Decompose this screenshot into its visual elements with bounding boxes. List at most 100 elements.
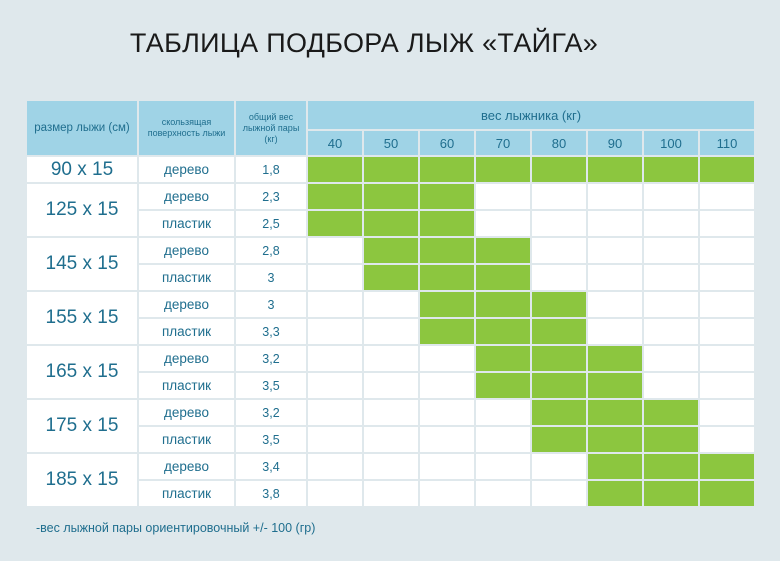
footnote: -вес лыжной пары ориентировочный +/- 100…	[36, 521, 316, 535]
empty-cell	[420, 427, 474, 452]
surface-cell: дерево	[139, 454, 234, 479]
empty-cell	[476, 400, 530, 425]
empty-cell	[700, 265, 754, 290]
surface-cell: пластик	[139, 319, 234, 344]
empty-cell	[644, 265, 698, 290]
surface-cell: пластик	[139, 481, 234, 506]
weight-header-90: 90	[588, 131, 642, 155]
empty-cell	[364, 427, 418, 452]
pair-weight-cell: 3,8	[236, 481, 306, 506]
pair-weight-cell: 3,2	[236, 346, 306, 371]
empty-cell	[308, 292, 362, 317]
ski-size-cell: 90 x 15	[27, 157, 137, 182]
empty-cell	[700, 211, 754, 236]
pair-weight-cell: 3	[236, 292, 306, 317]
empty-cell	[308, 427, 362, 452]
page-title: ТАБЛИЦА ПОДБОРА ЛЫЖ «ТАЙГА»	[129, 28, 599, 58]
empty-cell	[308, 454, 362, 479]
suitable-weight-cell	[644, 157, 698, 182]
empty-cell	[476, 427, 530, 452]
suitable-weight-cell	[420, 265, 474, 290]
empty-cell	[644, 373, 698, 398]
suitable-weight-cell	[644, 454, 698, 479]
suitable-weight-cell	[476, 319, 530, 344]
empty-cell	[644, 238, 698, 263]
empty-cell	[476, 481, 530, 506]
empty-cell	[420, 346, 474, 371]
empty-cell	[700, 238, 754, 263]
empty-cell	[308, 346, 362, 371]
suitable-weight-cell	[588, 427, 642, 452]
suitable-weight-cell	[644, 481, 698, 506]
empty-cell	[700, 427, 754, 452]
suitable-weight-cell	[308, 157, 362, 182]
empty-cell	[700, 346, 754, 371]
empty-cell	[308, 481, 362, 506]
pair-weight-cell: 3,4	[236, 454, 306, 479]
empty-cell	[364, 319, 418, 344]
suitable-weight-cell	[644, 427, 698, 452]
weight-header-100: 100	[644, 131, 698, 155]
suitable-weight-cell	[476, 157, 530, 182]
suitable-weight-cell	[476, 265, 530, 290]
suitable-weight-cell	[532, 319, 586, 344]
empty-cell	[700, 373, 754, 398]
suitable-weight-cell	[588, 157, 642, 182]
empty-cell	[364, 292, 418, 317]
pair-weight-cell: 3,5	[236, 373, 306, 398]
header-size: размер лыжи (см)	[27, 101, 137, 155]
surface-cell: дерево	[139, 400, 234, 425]
suitable-weight-cell	[476, 292, 530, 317]
ski-size-cell: 145 x 15	[27, 238, 137, 290]
suitable-weight-cell	[420, 184, 474, 209]
surface-cell: пластик	[139, 427, 234, 452]
empty-cell	[588, 265, 642, 290]
suitable-weight-cell	[532, 346, 586, 371]
empty-cell	[308, 319, 362, 344]
weight-header-60: 60	[420, 131, 474, 155]
empty-cell	[476, 211, 530, 236]
suitable-weight-cell	[588, 373, 642, 398]
empty-cell	[364, 400, 418, 425]
empty-cell	[308, 373, 362, 398]
pair-weight-cell: 2,8	[236, 238, 306, 263]
empty-cell	[532, 238, 586, 263]
surface-cell: дерево	[139, 238, 234, 263]
suitable-weight-cell	[308, 211, 362, 236]
suitable-weight-cell	[588, 346, 642, 371]
empty-cell	[644, 184, 698, 209]
empty-cell	[588, 292, 642, 317]
empty-cell	[476, 184, 530, 209]
empty-cell	[420, 454, 474, 479]
suitable-weight-cell	[364, 238, 418, 263]
surface-cell: пластик	[139, 211, 234, 236]
empty-cell	[364, 481, 418, 506]
empty-cell	[588, 211, 642, 236]
empty-cell	[532, 184, 586, 209]
empty-cell	[420, 481, 474, 506]
ski-size-cell: 165 x 15	[27, 346, 137, 398]
surface-cell: пластик	[139, 265, 234, 290]
suitable-weight-cell	[476, 373, 530, 398]
suitable-weight-cell	[700, 481, 754, 506]
ski-size-cell: 155 x 15	[27, 292, 137, 344]
empty-cell	[700, 319, 754, 344]
empty-cell	[644, 346, 698, 371]
empty-cell	[700, 184, 754, 209]
empty-cell	[644, 211, 698, 236]
suitable-weight-cell	[364, 157, 418, 182]
suitable-weight-cell	[588, 481, 642, 506]
weight-header-40: 40	[308, 131, 362, 155]
pair-weight-cell: 2,3	[236, 184, 306, 209]
empty-cell	[532, 265, 586, 290]
empty-cell	[644, 292, 698, 317]
header-mass: общий вес лыжной пары (кг)	[236, 101, 306, 155]
suitable-weight-cell	[644, 400, 698, 425]
suitable-weight-cell	[532, 157, 586, 182]
suitable-weight-cell	[420, 211, 474, 236]
weight-header-50: 50	[364, 131, 418, 155]
ski-size-cell: 125 x 15	[27, 184, 137, 236]
suitable-weight-cell	[420, 157, 474, 182]
surface-cell: дерево	[139, 184, 234, 209]
empty-cell	[700, 400, 754, 425]
